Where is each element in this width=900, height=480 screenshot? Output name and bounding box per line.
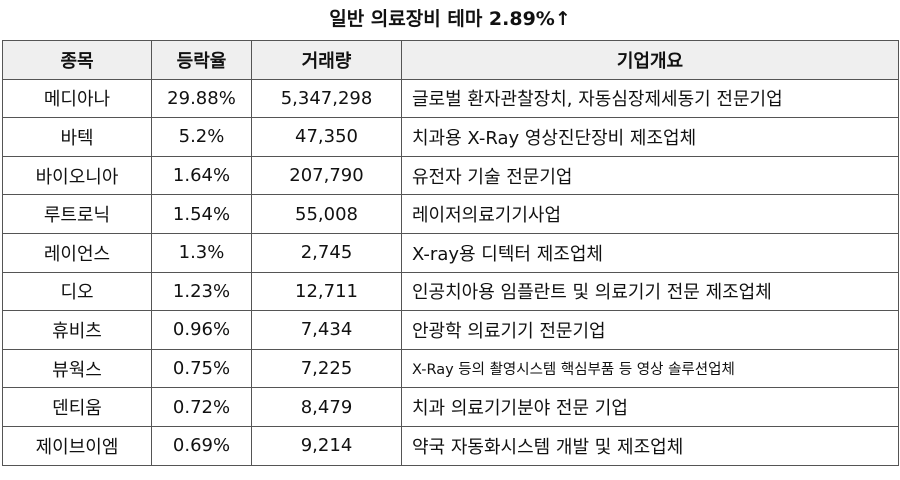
header-stock-name: 종목 (2, 40, 152, 80)
page-title: 일반 의료장비 테마 2.89%↑ (329, 8, 571, 30)
company-overview-cell: 약국 자동화시스템 개발 및 제조업체 (401, 425, 899, 466)
volume-cell: 7,225 (251, 348, 402, 389)
change-rate-cell: 0.96% (151, 310, 252, 350)
stock-name-cell: 레이언스 (2, 232, 152, 273)
volume-cell: 9,214 (251, 425, 402, 466)
table-row: 레이언스 1.3% 2,745 X-ray용 디텍터 제조업체 (2, 232, 899, 273)
change-rate-cell: 29.88% (151, 78, 252, 119)
stock-name-cell: 바이오니아 (2, 155, 152, 196)
volume-cell: 7,434 (251, 310, 402, 350)
stock-name-cell: 바텍 (2, 117, 152, 157)
change-rate-cell: 1.3% (151, 232, 252, 273)
header-change-rate: 등락율 (151, 40, 252, 80)
change-rate-cell: 5.2% (151, 117, 252, 157)
change-rate-cell: 0.75% (151, 348, 252, 389)
change-rate-cell: 1.23% (151, 271, 252, 312)
table-row: 바이오니아 1.64% 207,790 유전자 기술 전문기업 (2, 155, 899, 196)
change-rate-cell: 1.54% (151, 194, 252, 234)
change-rate-cell: 1.64% (151, 155, 252, 196)
volume-cell: 207,790 (251, 155, 402, 196)
table-row: 메디아나 29.88% 5,347,298 글로벌 환자관찰장치, 자동심장제세… (2, 78, 899, 119)
volume-cell: 47,350 (251, 117, 402, 157)
stock-name-cell: 디오 (2, 271, 152, 312)
company-overview-cell: 치과용 X-Ray 영상진단장비 제조업체 (401, 117, 899, 157)
volume-cell: 2,745 (251, 232, 402, 273)
table-row: 디오 1.23% 12,711 인공치아용 임플란트 및 의료기기 전문 제조업… (2, 271, 899, 312)
table-row: 제이브이엠 0.69% 9,214 약국 자동화시스템 개발 및 제조업체 (2, 425, 899, 466)
company-overview-cell: 유전자 기술 전문기업 (401, 155, 899, 196)
table-header-row: 종목 등락율 거래량 기업개요 (2, 40, 899, 80)
stock-name-cell: 휴비츠 (2, 310, 152, 350)
company-overview-cell: 치과 의료기기분야 전문 기업 (401, 387, 899, 427)
table-row: 뷰웍스 0.75% 7,225 X-Ray 등의 촬영시스템 핵심부품 등 영상… (2, 348, 899, 389)
volume-cell: 12,711 (251, 271, 402, 312)
stock-name-cell: 메디아나 (2, 78, 152, 119)
header-company-overview: 기업개요 (401, 40, 899, 80)
table-row: 덴티움 0.72% 8,479 치과 의료기기분야 전문 기업 (2, 387, 899, 427)
company-overview-cell: 인공치아용 임플란트 및 의료기기 전문 제조업체 (401, 271, 899, 312)
volume-cell: 8,479 (251, 387, 402, 427)
company-overview-cell: X-Ray 등의 촬영시스템 핵심부품 등 영상 솔루션업체 (401, 348, 899, 389)
company-overview-cell: 레이저의료기기사업 (401, 194, 899, 234)
header-volume: 거래량 (251, 40, 402, 80)
change-rate-cell: 0.69% (151, 425, 252, 466)
company-overview-cell: 글로벌 환자관찰장치, 자동심장제세동기 전문기업 (401, 78, 899, 119)
stock-name-cell: 루트로닉 (2, 194, 152, 234)
volume-cell: 5,347,298 (251, 78, 402, 119)
volume-cell: 55,008 (251, 194, 402, 234)
stock-name-cell: 덴티움 (2, 387, 152, 427)
table-row: 휴비츠 0.96% 7,434 안광학 의료기기 전문기업 (2, 310, 899, 350)
stock-name-cell: 제이브이엠 (2, 425, 152, 466)
table-row: 루트로닉 1.54% 55,008 레이저의료기기사업 (2, 194, 899, 234)
stock-name-cell: 뷰웍스 (2, 348, 152, 389)
table-row: 바텍 5.2% 47,350 치과용 X-Ray 영상진단장비 제조업체 (2, 117, 899, 157)
company-overview-cell: X-ray용 디텍터 제조업체 (401, 232, 899, 273)
company-overview-cell: 안광학 의료기기 전문기업 (401, 310, 899, 350)
change-rate-cell: 0.72% (151, 387, 252, 427)
theme-stock-table: 종목 등락율 거래량 기업개요 메디아나 29.88% 5,347,298 글로… (2, 40, 899, 466)
